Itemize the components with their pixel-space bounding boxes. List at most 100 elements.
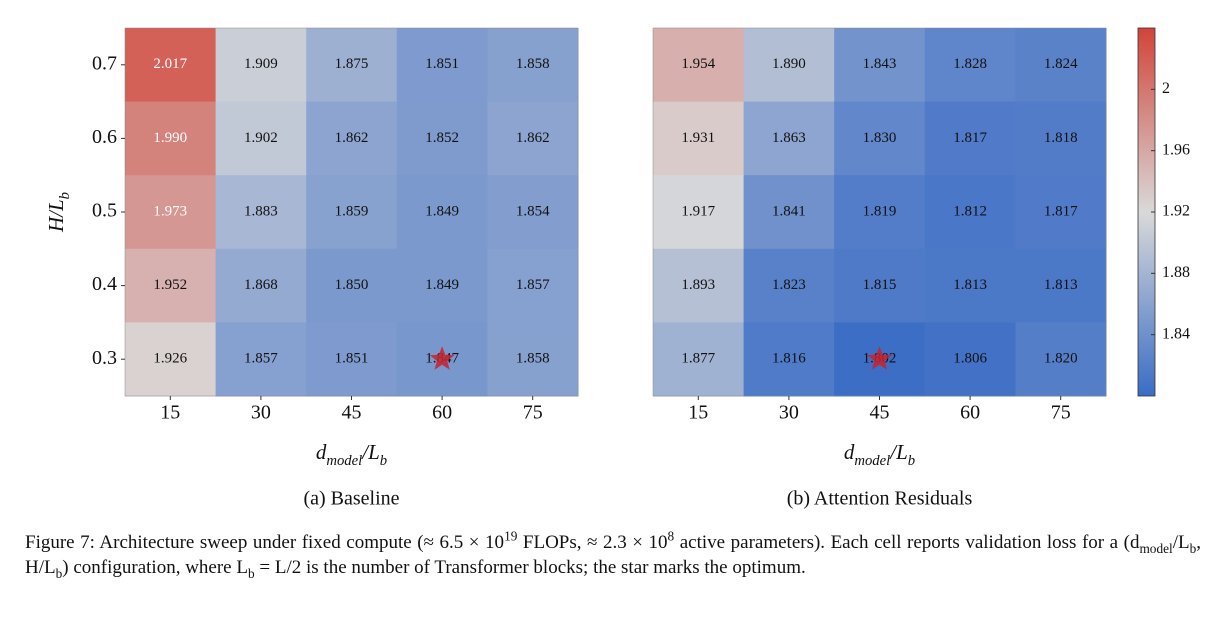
cell-value-label: 1.875 — [335, 56, 369, 72]
heatmap-cell — [834, 175, 926, 250]
x-tick-label: 60 — [960, 402, 980, 424]
cell-value-label: 1.828 — [953, 56, 987, 72]
heatmap-cell — [215, 248, 307, 323]
colorbar-tick-label: 1.88 — [1162, 264, 1190, 281]
heatmap-cell — [396, 248, 488, 323]
cell-value-label: 1.926 — [153, 351, 187, 367]
y-axis-label: H/Lb — [44, 192, 74, 233]
cell-value-label: 1.849 — [425, 277, 459, 293]
cell-value-label: 2.017 — [153, 56, 187, 72]
heatmap-cell — [306, 101, 398, 176]
cell-value-label: 1.893 — [681, 277, 715, 293]
heatmap-cell — [743, 248, 835, 323]
panel-subtitle: (a) Baseline — [303, 488, 399, 510]
cell-value-label: 1.819 — [863, 203, 897, 219]
colorbar-tick-label: 1.92 — [1162, 203, 1190, 220]
heatmap-cell — [924, 101, 1016, 176]
cell-value-label: 1.816 — [772, 351, 806, 367]
heatmap-cell — [396, 175, 488, 250]
caption: Figure 7: Architecture sweep under fixed… — [25, 528, 1201, 581]
panel-subtitle: (b) Attention Residuals — [787, 488, 973, 510]
cell-value-label: 1.917 — [681, 203, 715, 219]
cell-value-label: 1.824 — [1044, 56, 1078, 72]
heatmap-cell — [1015, 175, 1107, 250]
cell-value-label: 1.954 — [681, 56, 715, 72]
heatmap-cell — [653, 322, 745, 397]
heatmap-cell — [1015, 28, 1107, 103]
x-tick-label: 30 — [251, 402, 271, 424]
cell-value-label: 1.813 — [953, 277, 987, 293]
heatmap-cell — [834, 248, 926, 323]
cell-value-label: 1.973 — [153, 203, 187, 219]
optimum-star — [867, 346, 892, 370]
heatmap-cell — [653, 28, 745, 103]
cell-value-label: 1.863 — [772, 130, 806, 146]
x-tick-label: 45 — [870, 402, 890, 424]
cell-value-label: 1.818 — [1044, 130, 1078, 146]
cell-value-label: 1.815 — [863, 277, 897, 293]
cell-value-label: 1.817 — [953, 130, 987, 146]
heatmap-cell — [215, 28, 307, 103]
cell-value-label: 1.857 — [244, 351, 278, 367]
heatmap-cell — [924, 322, 1016, 397]
cell-value-label: 1.857 — [516, 277, 550, 293]
cell-value-label: 1.813 — [1044, 277, 1078, 293]
cell-value-label: 1.890 — [772, 56, 806, 72]
heatmap-cell — [396, 101, 488, 176]
x-tick-label: 30 — [779, 402, 799, 424]
y-tick-label: 0.6 — [92, 126, 117, 148]
colorbar-tick-label: 1.84 — [1162, 325, 1190, 342]
y-tick-label: 0.3 — [92, 347, 117, 369]
cell-value-label: 1.868 — [244, 277, 278, 293]
cell-value-label: 1.849 — [425, 203, 459, 219]
cell-value-label: 1.902 — [244, 130, 278, 146]
cell-value-label: 1.806 — [953, 351, 987, 367]
cell-value-label: 1.820 — [1044, 351, 1078, 367]
heatmap-cell — [306, 175, 398, 250]
heatmap-cell — [924, 248, 1016, 323]
colorbar-tick-label: 2 — [1162, 80, 1170, 97]
heatmap-cell — [125, 101, 217, 176]
cell-value-label: 1.812 — [953, 203, 987, 219]
cell-value-label: 1.859 — [335, 203, 369, 219]
y-tick-label: 0.5 — [92, 200, 117, 222]
heatmap-cell — [924, 175, 1016, 250]
heatmap-cell — [653, 248, 745, 323]
cell-value-label: 1.909 — [244, 56, 278, 72]
heatmap-cell — [125, 28, 217, 103]
heatmap-cell — [487, 175, 579, 250]
heatmap-cell — [834, 101, 926, 176]
cell-value-label: 1.858 — [516, 351, 550, 367]
heatmap-cell — [215, 175, 307, 250]
x-tick-label: 60 — [432, 402, 452, 424]
heatmap-cell — [743, 28, 835, 103]
heatmap-cell — [743, 101, 835, 176]
x-tick-label: 15 — [688, 402, 708, 424]
x-tick-label: 75 — [523, 402, 543, 424]
cell-value-label: 1.883 — [244, 203, 278, 219]
cell-value-label: 1.817 — [1044, 203, 1078, 219]
cell-value-label: 1.843 — [863, 56, 897, 72]
heatmap-cell — [215, 101, 307, 176]
heatmap-cell — [125, 248, 217, 323]
cell-value-label: 1.841 — [772, 203, 806, 219]
cell-value-label: 1.858 — [516, 56, 550, 72]
x-tick-label: 15 — [160, 402, 180, 424]
cell-value-label: 1.952 — [153, 277, 187, 293]
x-axis-label: dmodel/Lb — [316, 440, 387, 470]
y-tick-label: 0.4 — [92, 273, 117, 295]
cell-value-label: 1.931 — [681, 130, 715, 146]
cell-value-label: 1.823 — [772, 277, 806, 293]
cell-value-label: 1.850 — [335, 277, 369, 293]
heatmap-cell — [125, 322, 217, 397]
cell-value-label: 1.851 — [335, 351, 369, 367]
heatmap-cell — [306, 248, 398, 323]
optimum-star — [429, 346, 455, 370]
cell-value-label: 1.830 — [863, 130, 897, 146]
cell-value-label: 1.851 — [425, 56, 459, 72]
y-tick-label: 0.7 — [92, 52, 117, 74]
heatmap-cell — [125, 175, 217, 250]
heatmap-cell — [653, 101, 745, 176]
heatmap-cell — [487, 28, 579, 103]
